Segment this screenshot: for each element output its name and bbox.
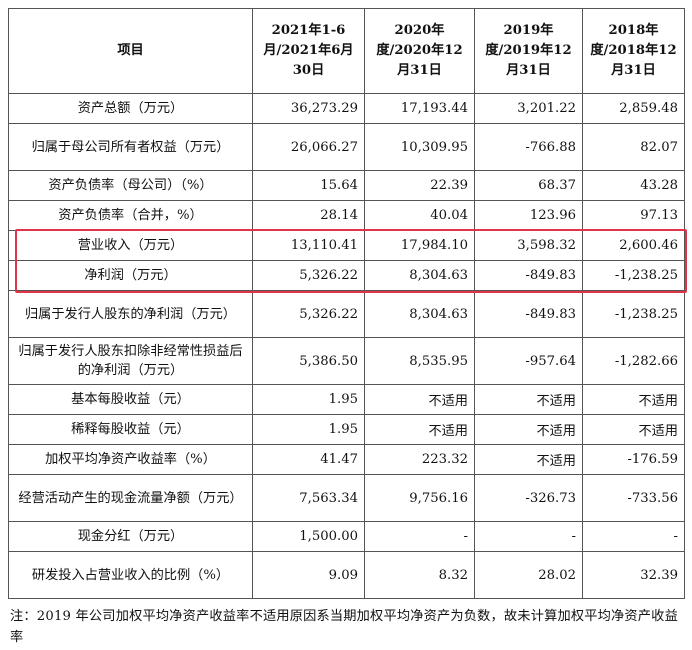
cell-2019: 不适用	[474, 414, 583, 445]
row-label: 基本每股收益（元）	[8, 384, 253, 415]
table-row: 现金分红（万元） 1,500.00 - - -	[8, 521, 685, 552]
cell-2021h1: 5,326.22	[252, 260, 365, 291]
cell-2020: 40.04	[364, 200, 475, 231]
cell-2021h1: 26,066.27	[252, 123, 365, 171]
cell-2018: 2,859.48	[582, 93, 685, 124]
row-label: 归属于发行人股东扣除非经常性损益后的净利润（万元）	[8, 337, 253, 385]
cell-2019: -957.64	[474, 337, 583, 385]
cell-2018: 82.07	[582, 123, 685, 171]
header-2021h1: 2021年1-6月/2021年6月30日	[252, 8, 365, 94]
header-2018: 2018年度/2018年12月31日	[582, 8, 685, 94]
cell-2019: 123.96	[474, 200, 583, 231]
cell-2020: 8,535.95	[364, 337, 475, 385]
cell-2020: 8,304.63	[364, 290, 475, 338]
cell-2020: 17,193.44	[364, 93, 475, 124]
financial-table-container: 项目 2021年1-6月/2021年6月30日 2020年度/2020年12月3…	[8, 8, 685, 599]
row-label: 经营活动产生的现金流量净额（万元）	[8, 474, 253, 522]
cell-2018: -	[582, 521, 685, 552]
cell-2019: -766.88	[474, 123, 583, 171]
cell-2021h1: 5,386.50	[252, 337, 365, 385]
row-label: 资产负债率（母公司）（%）	[8, 170, 253, 201]
row-label: 稀释每股收益（元）	[8, 414, 253, 445]
cell-2021h1: 28.14	[252, 200, 365, 231]
table-row: 归属于发行人股东的净利润（万元） 5,326.22 8,304.63 -849.…	[8, 290, 685, 338]
table-row-highlighted: 净利润（万元） 5,326.22 8,304.63 -849.83 -1,238…	[8, 260, 685, 291]
financial-summary-table: 项目 2021年1-6月/2021年6月30日 2020年度/2020年12月3…	[8, 8, 685, 599]
cell-2019: 68.37	[474, 170, 583, 201]
cell-2021h1: 41.47	[252, 444, 365, 475]
row-label: 资产负债率（合并，%）	[8, 200, 253, 231]
cell-2018: 97.13	[582, 200, 685, 231]
cell-2020: 8.32	[364, 551, 475, 599]
row-label: 加权平均净资产收益率（%）	[8, 444, 253, 475]
cell-2018: 32.39	[582, 551, 685, 599]
cell-2021h1: 7,563.34	[252, 474, 365, 522]
cell-2021h1: 1.95	[252, 384, 365, 415]
cell-2020: -	[364, 521, 475, 552]
cell-2018: -1,238.25	[582, 260, 685, 291]
cell-2019: -849.83	[474, 290, 583, 338]
cell-2019: -	[474, 521, 583, 552]
table-row-highlighted: 营业收入（万元） 13,110.41 17,984.10 3,598.32 2,…	[8, 230, 685, 261]
cell-2019: 28.02	[474, 551, 583, 599]
table-row: 归属于发行人股东扣除非经常性损益后的净利润（万元） 5,386.50 8,535…	[8, 337, 685, 385]
header-item: 项目	[8, 8, 253, 94]
row-label: 营业收入（万元）	[8, 230, 253, 261]
cell-2020: 17,984.10	[364, 230, 475, 261]
row-label: 研发投入占营业收入的比例（%）	[8, 551, 253, 599]
table-header-row: 项目 2021年1-6月/2021年6月30日 2020年度/2020年12月3…	[8, 8, 685, 94]
cell-2020: 不适用	[364, 414, 475, 445]
cell-2020: 10,309.95	[364, 123, 475, 171]
cell-2020: 8,304.63	[364, 260, 475, 291]
cell-2020: 223.32	[364, 444, 475, 475]
row-label: 现金分红（万元）	[8, 521, 253, 552]
row-label: 归属于发行人股东的净利润（万元）	[8, 290, 253, 338]
cell-2018: -1,238.25	[582, 290, 685, 338]
cell-2019: 不适用	[474, 384, 583, 415]
cell-2019: 3,201.22	[474, 93, 583, 124]
table-row: 加权平均净资产收益率（%） 41.47 223.32 不适用 -176.59	[8, 444, 685, 475]
cell-2019: 不适用	[474, 444, 583, 475]
row-label: 归属于母公司所有者权益（万元）	[8, 123, 253, 171]
cell-2018: -733.56	[582, 474, 685, 522]
cell-2018: 2,600.46	[582, 230, 685, 261]
table-row: 稀释每股收益（元） 1.95 不适用 不适用 不适用	[8, 414, 685, 445]
cell-2021h1: 36,273.29	[252, 93, 365, 124]
row-label: 资产总额（万元）	[8, 93, 253, 124]
table-row: 资产负债率（母公司）（%） 15.64 22.39 68.37 43.28	[8, 170, 685, 201]
cell-2021h1: 15.64	[252, 170, 365, 201]
header-2019: 2019年度/2019年12月31日	[474, 8, 583, 94]
cell-2021h1: 9.09	[252, 551, 365, 599]
header-2020: 2020年度/2020年12月31日	[364, 8, 475, 94]
table-row: 研发投入占营业收入的比例（%） 9.09 8.32 28.02 32.39	[8, 551, 685, 599]
table-row: 资产总额（万元） 36,273.29 17,193.44 3,201.22 2,…	[8, 93, 685, 124]
cell-2018: 不适用	[582, 414, 685, 445]
cell-2018: -1,282.66	[582, 337, 685, 385]
cell-2018: 43.28	[582, 170, 685, 201]
cell-2020: 9,756.16	[364, 474, 475, 522]
cell-2021h1: 5,326.22	[252, 290, 365, 338]
cell-2021h1: 1.95	[252, 414, 365, 445]
cell-2019: -849.83	[474, 260, 583, 291]
cell-2020: 不适用	[364, 384, 475, 415]
table-footnote: 注：2019 年公司加权平均净资产收益率不适用原因系当期加权平均净资产为负数，故…	[10, 609, 678, 645]
cell-2020: 22.39	[364, 170, 475, 201]
table-row: 经营活动产生的现金流量净额（万元） 7,563.34 9,756.16 -326…	[8, 474, 685, 522]
cell-2018: 不适用	[582, 384, 685, 415]
table-row: 归属于母公司所有者权益（万元） 26,066.27 10,309.95 -766…	[8, 123, 685, 171]
table-row: 基本每股收益（元） 1.95 不适用 不适用 不适用	[8, 384, 685, 415]
cell-2021h1: 13,110.41	[252, 230, 365, 261]
cell-2019: -326.73	[474, 474, 583, 522]
cell-2021h1: 1,500.00	[252, 521, 365, 552]
table-row: 资产负债率（合并，%） 28.14 40.04 123.96 97.13	[8, 200, 685, 231]
cell-2019: 3,598.32	[474, 230, 583, 261]
row-label: 净利润（万元）	[8, 260, 253, 291]
cell-2018: -176.59	[582, 444, 685, 475]
